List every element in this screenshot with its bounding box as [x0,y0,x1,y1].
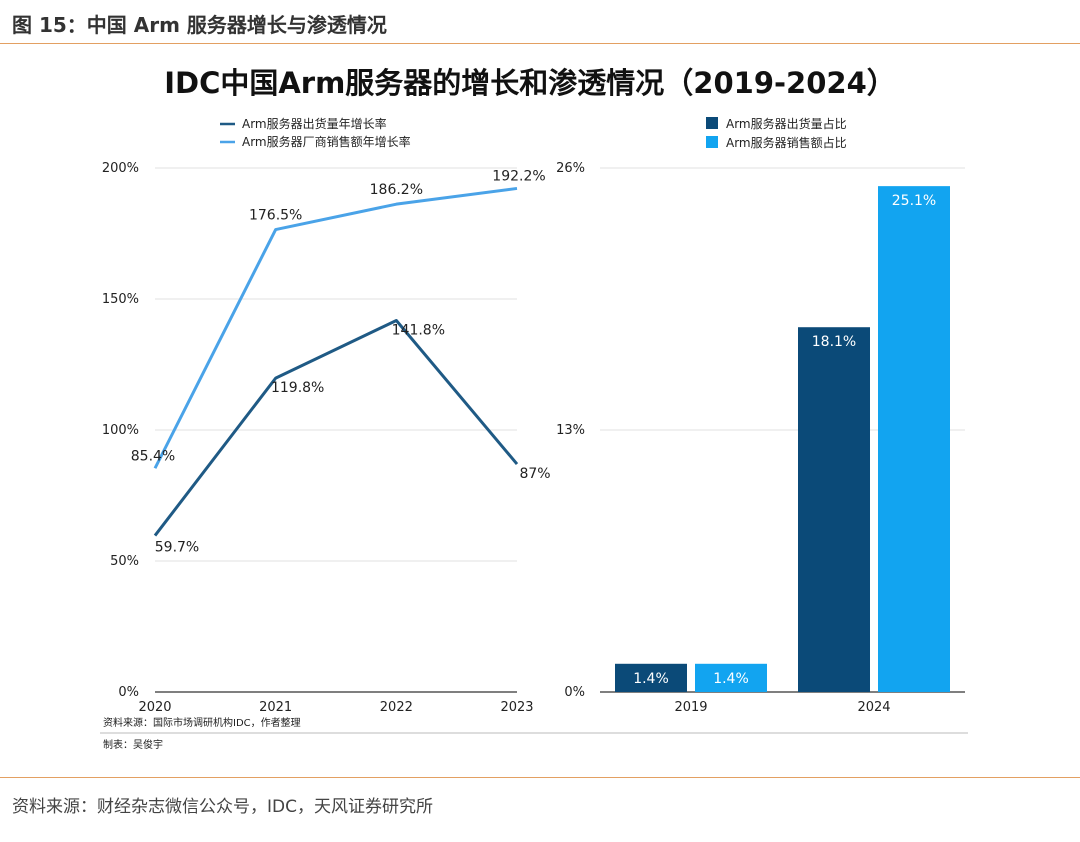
data-label: 87% [519,466,550,482]
chart-canvas: IDC中国Arm服务器的增长和渗透情况（2019-2024） Arm服务器出货量… [100,66,968,751]
x-tick-label: 2019 [674,700,707,715]
line-chart: 0% 50% 100% 150% 200% 2020 2021 2022 2023 59.7% 11… [102,161,551,715]
bar [878,186,950,692]
data-label: 85.4% [131,448,175,464]
bar-value-label: 25.1% [892,193,936,209]
legend-label-shipment-share: Arm服务器出货量占比 [726,116,847,131]
x-tick-label: 2022 [380,700,413,715]
data-label: 59.7% [155,540,199,556]
y-tick-label: 0% [118,685,139,700]
x-tick-label: 2024 [857,700,890,715]
legend-swatch-shipment-share [706,117,718,129]
data-label: 176.5% [249,208,302,224]
y-tick-label: 200% [102,161,139,176]
bar-value-label: 1.4% [713,671,749,687]
x-tick-label: 2023 [500,700,533,715]
source-note: 资料来源：财经杂志微信公众号，IDC，天风证券研究所 [12,797,433,817]
bar-chart: 0% 13% 26% 2019 1.4% 1.4% 2024 18.1% 25.1% [556,161,965,715]
legend-label-revenue-share: Arm服务器销售额占比 [726,135,847,150]
data-label: 119.8% [271,380,324,396]
chart-title: IDC中国Arm服务器的增长和渗透情况（2019-2024） [164,66,896,100]
y-tick-label: 13% [556,423,585,438]
y-tick-label: 100% [102,423,139,438]
bar-value-label: 1.4% [633,671,669,687]
y-tick-label: 50% [110,554,139,569]
y-tick-label: 0% [564,685,585,700]
figure-header: 图 15：中国 Arm 服务器增长与渗透情况 [0,0,1080,44]
data-label: 186.2% [370,182,423,198]
data-label: 141.8% [392,322,445,338]
inner-maker: 制表：吴俊宇 [103,738,163,751]
bar [798,327,870,692]
footer-divider [0,777,1080,778]
series-line [153,186,518,469]
y-tick-label: 150% [102,292,139,307]
bar [695,663,767,692]
x-tick-label: 2021 [259,700,292,715]
legend-label-revenue-growth: Arm服务器厂商销售额年增长率 [242,134,411,149]
inner-source: 资料来源：国际市场调研机构IDC，作者整理 [103,716,301,729]
data-label: 192.2% [492,168,545,184]
legend-label-shipment-growth: Arm服务器出货量年增长率 [242,116,387,131]
y-tick-label: 26% [556,161,585,176]
figure-title: 图 15：中国 Arm 服务器增长与渗透情况 [12,13,387,37]
series-line [153,318,519,537]
x-tick-label: 2020 [138,700,171,715]
legend-swatch-revenue-share [706,136,718,148]
bar-value-label: 18.1% [812,334,856,350]
bar [615,663,687,692]
bar-legend: Arm服务器出货量占比 Arm服务器销售额占比 [706,116,847,150]
line-legend: Arm服务器出货量年增长率 Arm服务器厂商销售额年增长率 [220,116,411,149]
